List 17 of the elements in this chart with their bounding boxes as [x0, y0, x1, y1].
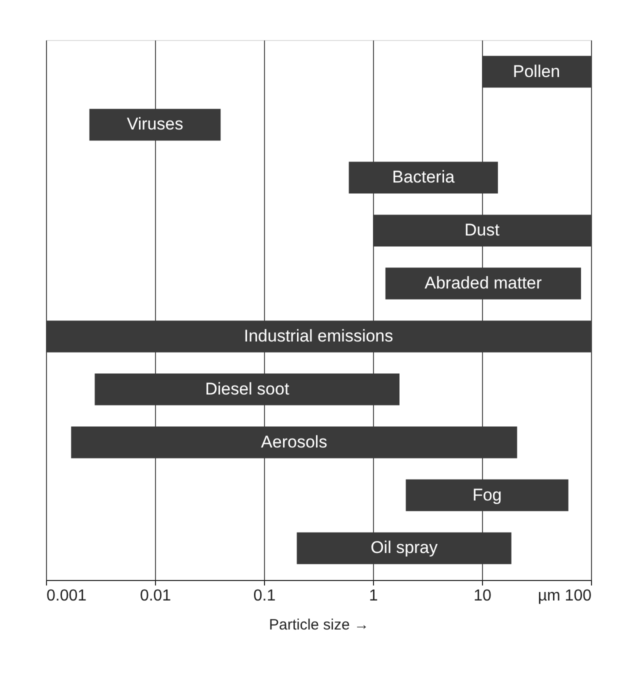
y-tick-label: Oil spray: [370, 538, 438, 558]
y-tick-label: Pollen: [512, 62, 560, 81]
x-axis-title: Particle size →: [268, 616, 370, 634]
y-tick-label: Abraded matter: [424, 274, 542, 293]
y-tick-label: Diesel soot: [205, 379, 290, 398]
x-tick-label: 1: [369, 588, 378, 604]
x-tick-label: µm 100: [538, 588, 592, 604]
y-tick-label: Aerosols: [261, 432, 328, 452]
y-tick-label: Viruses: [126, 114, 184, 134]
y-tick-label: Industrial emissions: [244, 326, 394, 346]
y-tick-label: Bacteria: [392, 168, 456, 187]
x-tick-label: 0.01: [140, 588, 172, 604]
y-tick-label: Dust: [464, 220, 500, 240]
x-tick-label: 10: [474, 588, 492, 604]
x-tick-label: 0.001: [46, 588, 87, 604]
x-tick-label: 0.1: [253, 588, 276, 604]
y-tick-label: Fog: [472, 485, 502, 504]
